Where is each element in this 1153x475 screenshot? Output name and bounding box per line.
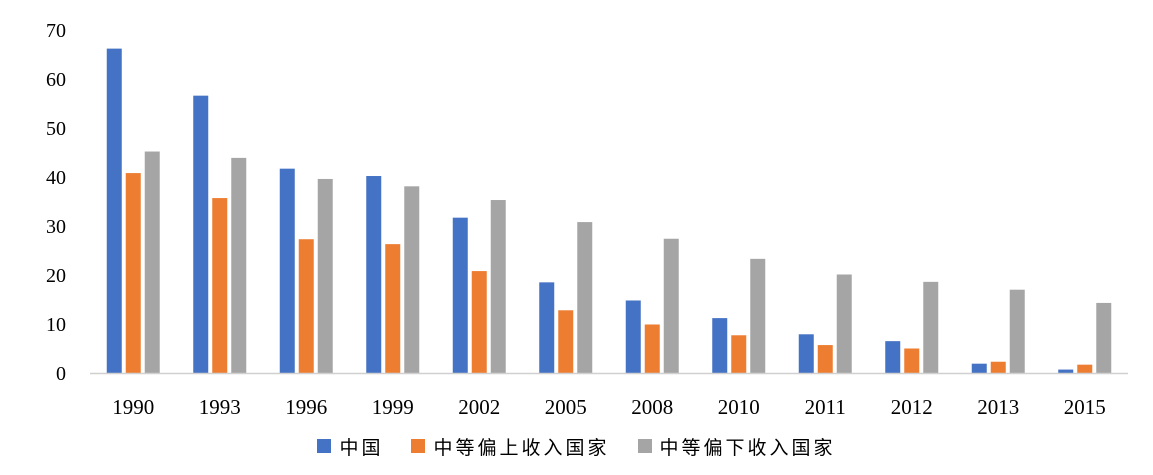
- bar-chart: 0 10 20 30 40 50 60 70 1990 1993 1996 1999 2002 2005…: [46, 20, 1128, 419]
- bar-series-0-2012: [885, 341, 901, 373]
- bar-series-2-1999: [404, 186, 420, 373]
- legend-item-series-1: 中等偏上收入国家: [411, 433, 609, 460]
- bar-series-0-1999: [366, 176, 382, 373]
- bar-series-0-2011: [798, 334, 814, 373]
- bar-series-2-2010: [750, 258, 766, 373]
- legend-swatch: [317, 439, 332, 453]
- bar-series-2-2013: [1009, 289, 1025, 373]
- x-tick-label: 1993: [199, 395, 241, 419]
- bar-series-2-2008: [663, 238, 679, 373]
- legend-label: 中等偏上收入国家: [433, 436, 610, 459]
- legend-swatch: [637, 439, 652, 453]
- y-tick-label: 60: [46, 69, 66, 91]
- y-tick-label: 50: [46, 118, 66, 140]
- bar-series-1-2015: [1077, 364, 1093, 373]
- bar-series-0-2002: [452, 217, 468, 373]
- bar-series-1-2005: [558, 310, 574, 373]
- legend-label: 中国: [339, 436, 384, 459]
- bar-series-1-2008: [644, 324, 660, 373]
- y-tick-label: 0: [56, 363, 66, 385]
- x-tick-label: 1996: [285, 395, 327, 419]
- bar-series-1-1999: [385, 244, 401, 373]
- bar-series-0-1993: [193, 95, 209, 373]
- bar-series-2-1993: [231, 157, 247, 373]
- bar-series-0-2010: [712, 318, 728, 373]
- x-tick-label: 2010: [718, 395, 760, 419]
- x-tick-label: 1999: [372, 395, 414, 419]
- bar-series-1-2013: [990, 361, 1006, 373]
- x-tick-label: 2015: [1064, 395, 1106, 419]
- x-tick-label: 2002: [458, 395, 500, 419]
- y-axis: 0 10 20 30 40 50 60 70: [46, 20, 66, 385]
- x-tick-label: 2013: [977, 395, 1019, 419]
- legend: 中国 中等偏上收入国家 中等偏下收入国家: [0, 428, 1153, 464]
- legend-swatch: [411, 439, 426, 453]
- bar-series-2-2002: [490, 200, 506, 373]
- bar-series-1-1990: [125, 173, 141, 373]
- bar-series-1-2010: [731, 335, 747, 373]
- bar-series-0-2013: [971, 363, 987, 373]
- y-tick-label: 20: [46, 265, 66, 287]
- x-axis: 1990 1993 1996 1999 2002 2005 2008 2010 2011 2012…: [112, 395, 1106, 419]
- bar-series-1-1993: [212, 198, 228, 373]
- bar-series-2-2011: [836, 274, 852, 373]
- bar-series-0-2005: [539, 282, 555, 373]
- bar-series-2-2015: [1096, 302, 1112, 373]
- bar-series-2-1996: [317, 178, 333, 373]
- y-tick-label: 70: [46, 20, 66, 42]
- legend-item-series-2: 中等偏下收入国家: [637, 433, 836, 460]
- bar-series-1-2012: [904, 348, 920, 373]
- bar-series-1-2011: [817, 345, 833, 373]
- y-tick-label: 30: [46, 216, 66, 238]
- bar-series-0-2008: [625, 300, 641, 373]
- legend-item-series-0: 中国: [317, 433, 383, 460]
- legend-label: 中等偏下收入国家: [659, 436, 836, 459]
- x-tick-label: 2012: [891, 395, 933, 419]
- bar-series-0-2015: [1058, 369, 1074, 373]
- bar-series-2-2005: [577, 222, 593, 373]
- x-tick-label: 1990: [112, 395, 154, 419]
- x-tick-label: 2008: [631, 395, 673, 419]
- bar-series-2-2012: [923, 281, 939, 373]
- y-tick-label: 10: [46, 314, 66, 336]
- y-tick-label: 40: [46, 167, 66, 189]
- bars: [106, 48, 1112, 374]
- bar-series-1-1996: [298, 239, 314, 373]
- bar-series-1-2002: [471, 271, 487, 373]
- bar-series-0-1990: [106, 48, 122, 374]
- x-tick-label: 2005: [545, 395, 587, 419]
- bar-series-2-1990: [144, 151, 160, 373]
- bar-series-0-1996: [279, 168, 295, 373]
- x-tick-label: 2011: [805, 395, 846, 419]
